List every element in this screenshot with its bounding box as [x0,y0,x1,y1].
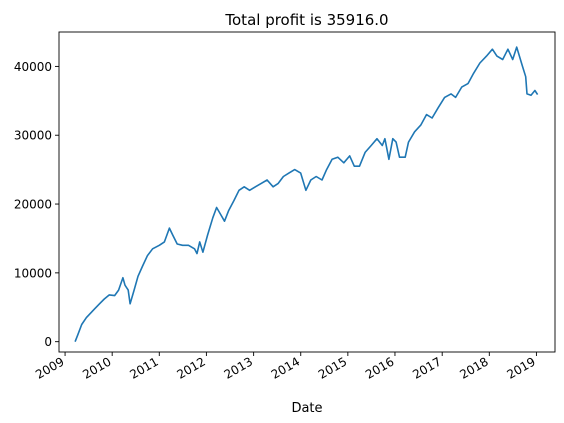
plot-frame [58,31,556,353]
y-tick-label: 20000 [14,198,52,212]
y-tick-label: 30000 [14,129,52,143]
y-tick-label: 0 [44,335,52,349]
y-tick-label: 40000 [14,60,52,74]
series-layer [74,46,539,342]
y-tick-label: 10000 [14,266,52,280]
x-axis-label: Date [291,401,322,416]
chart-title: Total profit is 35916.0 [224,11,388,29]
y-axis: 0 10000 20000 30000 40000 [14,60,59,349]
series-line-0 [74,46,539,342]
